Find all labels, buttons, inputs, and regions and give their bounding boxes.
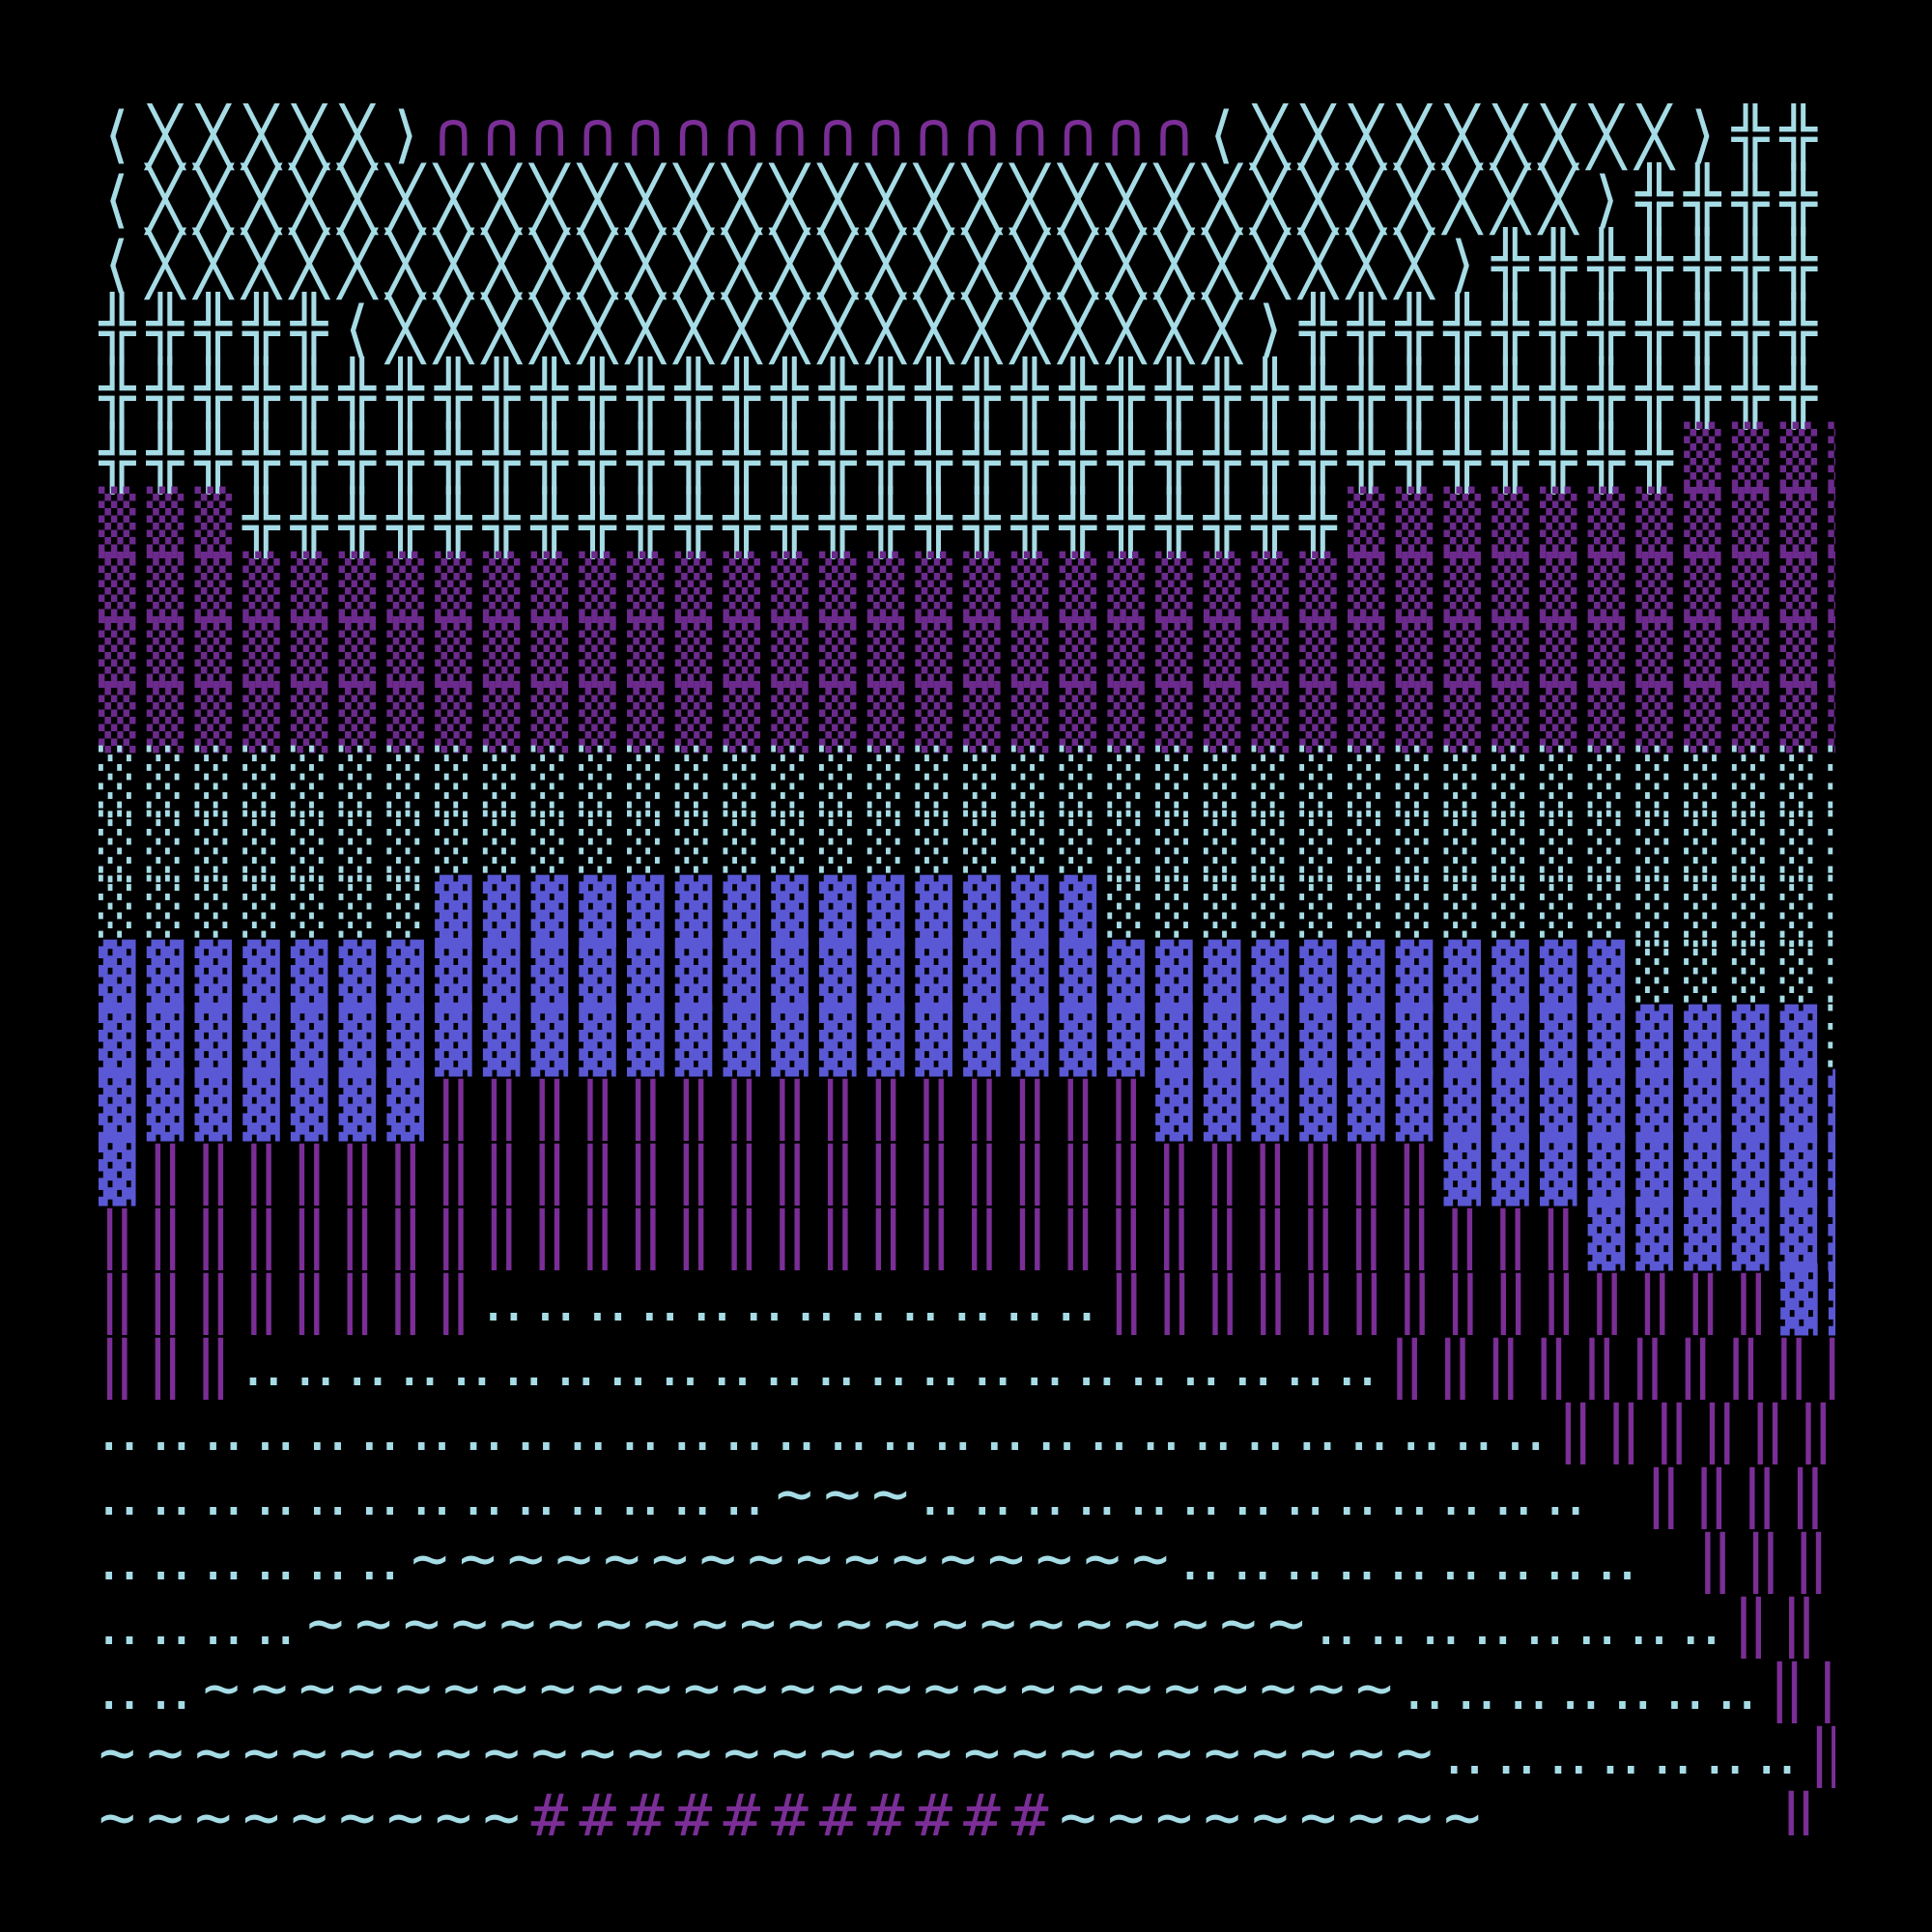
glyph-row: ░░░░░░░░░░░░░░░░░░░░░░░░░░░░░░░░░░░░░ [99, 751, 1835, 815]
glyph-run: ░░░░░░░░░░░░░░░░ [1107, 876, 1835, 948]
glyph-run: ‖ [1808, 1718, 1835, 1789]
glyph-row: ~~~~~~~~~###########~~~~~~~~~ ‖ [99, 1786, 1835, 1836]
glyph-run: ‥‥‥‥‥‥‥‥‥‥‥‥‥~~~‥‥‥‥‥‥‥‥‥‥‥‥‥ [99, 1459, 1645, 1530]
glyph-run: ~~~~~~~~~ [1059, 1782, 1780, 1836]
glyph-run: ╬╬╬╬╬⟨╳╳╳╳╳╳╳╳╳╳╳╳╳╳╳╳╳╳⟩╬╬╬╬╬╬╬╬╬╬╬: [99, 294, 1835, 365]
glyph-run: ‥‥‥‥‥‥‥‥‥‥‥‥ [482, 1264, 1108, 1336]
glyph-run: ‥‥‥‥‥‥‥‥‥‥‥‥‥‥‥‥‥‥‥‥‥‥‥‥‥‥‥‥ [99, 1394, 1557, 1465]
glyph-run: ‖‖‖‖‖‖‖‖‖‖‖‖‖‖‖‖‖‖‖‖‖‖‖‖‖‖‖ [146, 1135, 1444, 1207]
glyph-row: ▓‖‖‖‖‖‖‖‖‖‖‖‖‖‖‖‖‖‖‖‖‖‖‖‖‖‖‖▓▓▓▓▓▓▓▓▓ [99, 1139, 1835, 1204]
glyph-row: ⟨╳╳╳╳╳╳╳╳╳╳╳╳╳╳╳╳╳╳╳╳╳╳╳╳╳╳╳╳╳╳⟩╬╬╬╬: [99, 168, 1835, 233]
glyph-run: ▓ [99, 1135, 147, 1207]
glyph-run: ▓▓▓▓▓▓▓ [99, 1070, 436, 1142]
glyph-run: ⟨╳╳╳╳╳╳╳╳╳⟩╬╬: [1203, 103, 1835, 171]
glyph-run: ‖‖‖‖‖‖ [1644, 1459, 1835, 1530]
glyph-row: ‖‖‖‖‖‖‖‖‥‥‥‥‥‥‥‥‥‥‥‥‖‖‖‖‖‖‖‖‖‖‖‖‖‖▓▓▓ [99, 1268, 1835, 1333]
glyph-run: ▒▒▒▒▒▒▒▒▒▒▒▒▒▒▒▒▒▒▒▒▒▒▒▒▒▒▒▒▒▒▒▒▒▒▒▒▒ [99, 553, 1835, 624]
glyph-run: ‖‖‖ [99, 1329, 243, 1401]
glyph-run: ∩∩∩∩∩∩∩∩∩∩∩∩∩∩∩∩ [435, 103, 1204, 171]
glyph-row: ⟨╳╳╳╳╳╳╳╳╳╳╳╳╳╳╳╳╳╳╳╳╳╳╳╳╳╳╳⟩╬╬╬╬╬╬╬: [99, 233, 1835, 298]
glyph-run: ▓▓▓▓▓▓▓▓▓▓▓▓▓▓▓▓▓▓▓▓▓▓▓▓▓▓▓▓▓▓▓▓ [99, 941, 1636, 1012]
glyph-run: ‖‖‖‖‖‖‖‖‖‖‖‖‖‖‖‖‖‖‖‖‖‖‖‖‖‖‖‖‖‖‖ [99, 1200, 1588, 1271]
glyph-grid: ⟨╳╳╳╳╳⟩∩∩∩∩∩∩∩∩∩∩∩∩∩∩∩∩⟨╳╳╳╳╳╳╳╳╳⟩╬╬: ⟨╳╳… [99, 103, 1835, 1835]
glyph-run: ░░░░░░░ [99, 876, 436, 948]
glyph-row: ~~~~~~~~~~~~~~~~~~~~~~~~~~~~‥‥‥‥‥‥‥‖ [99, 1721, 1835, 1786]
glyph-run: ▓▓▓▓▓▓▓▓▓▓▓▓▓▓▓▓▓▓▓▓▓▓▓▓▓▓▓▓▓▓▓▓▓▓▓▓ [99, 1006, 1829, 1077]
glyph-run: ░░░░░░░░░░░░░░░░░░░░░░░░░░░░░░░░░░░░░ [99, 811, 1835, 883]
glyph-row: ▒▒▒╬╬╬╬╬╬╬╬╬╬╬╬╬╬╬╬╬╬╬╬╬╬╬▒▒▒▒▒▒▒▒▒▒▒ [99, 492, 1835, 556]
glyph-run: ▓▓▓ [1780, 1264, 1835, 1336]
glyph-run: ⟨╳╳╳╳╳╳╳╳╳╳╳╳╳╳╳╳╳╳╳╳╳╳╳╳╳╳╳⟩╬╬╬╬╬╬╬: [99, 229, 1835, 300]
glyph-row: ‥‥‥‥‥‥‥‥‥‥‥‥‥~~~‥‥‥‥‥‥‥‥‥‥‥‥‥ ‖‖‖‖‖‖ [99, 1463, 1835, 1527]
glyph-run: ‥‥‥‥‥‥~~~~~~~~~~~~~~~~‥‥‥‥‥‥‥‥‥ [99, 1523, 1697, 1595]
glyph-run: ‖‖‖‖‖‖‖‖‖‖‖‖‖‖‖ [435, 1070, 1156, 1142]
glyph-row: ⟨╳╳╳╳╳⟩∩∩∩∩∩∩∩∩∩∩∩∩∩∩∩∩⟨╳╳╳╳╳╳╳╳╳⟩╬╬: [99, 103, 1835, 168]
glyph-run: ‖‖‖‖‖‖‖‖‖‖ [1388, 1329, 1835, 1401]
glyph-row: ▓▓▓▓▓▓▓‖‖‖‖‖‖‖‖‖‖‖‖‖‖‖▓▓▓▓▓▓▓▓▓▓▓▓▓▓▓ [99, 1074, 1835, 1139]
glyph-run: ░░░░░░░░░░░░░░░░░░░░░░░░░░░░░░░░░░░░░ [99, 747, 1835, 818]
glyph-run: ╬╬╬╬╬╬╬╬╬╬╬╬╬╬╬╬╬╬╬╬╬╬╬ [242, 488, 1349, 559]
glyph-row: ‥‥‥‥‥‥~~~~~~~~~~~~~~~~‥‥‥‥‥‥‥‥‥ ‖‖‖‖ [99, 1527, 1835, 1592]
glyph-run: ‖ [1779, 1782, 1829, 1836]
glyph-run: ~~~~~~~~~ [99, 1782, 531, 1836]
glyph-run: ⟨╳╳╳╳╳⟩ [99, 103, 436, 171]
glyph-run: ▓▓▓▓▓▓▓▓▓▓▓▓▓▓▓ [1155, 1070, 1835, 1142]
glyph-run: ▓▓▓▓▓▓ [1587, 1200, 1835, 1271]
glyph-run: ‖‖‖‖‖‖‖‖ [99, 1264, 483, 1336]
glyph-row: ▒▒▒▒▒▒▒▒▒▒▒▒▒▒▒▒▒▒▒▒▒▒▒▒▒▒▒▒▒▒▒▒▒▒▒▒▒ [99, 556, 1835, 621]
glyph-row: ▒▒▒▒▒▒▒▒▒▒▒▒▒▒▒▒▒▒▒▒▒▒▒▒▒▒▒▒▒▒▒▒▒▒▒▒▒ [99, 621, 1835, 686]
glyph-row: ░░░░░░░▓▓▓▓▓▓▓▓▓▓▓▓▓▓░░░░░░░░░░░░░░░░ [99, 880, 1835, 945]
glyph-row: ▓▓▓▓▓▓▓▓▓▓▓▓▓▓▓▓▓▓▓▓▓▓▓▓▓▓▓▓▓▓▓▓▓▓▓▓░ [99, 1009, 1835, 1074]
glyph-row: ▒▒▒▒▒▒▒▒▒▒▒▒▒▒▒▒▒▒▒▒▒▒▒▒▒▒▒▒▒▒▒▒▒▒▒▒▒ [99, 686, 1835, 751]
glyph-run: ▓▓▓▓▓▓▓▓▓▓▓▓▓▓ [435, 876, 1108, 948]
glyph-row: ╬╬╬╬╬╬╬╬╬╬╬╬╬╬╬╬╬╬╬╬╬╬╬╬╬╬╬╬╬╬╬╬╬▒▒▒▒ [99, 427, 1835, 492]
glyph-row: ‥‥‥‥‥‥‥‥‥‥‥‥‥‥‥‥‥‥‥‥‥‥‥‥‥‥‥‥‖‖‖‖‖‖‖‖ [99, 1398, 1835, 1463]
glyph-run: ▒▒▒▒▒▒▒▒▒▒▒▒▒▒▒▒▒▒▒▒▒▒▒▒▒▒▒▒▒▒▒▒▒▒▒▒▒ [99, 617, 1835, 689]
glyph-run: ‖‖‖ [1732, 1588, 1835, 1660]
glyph-row: ╬╬╬╬╬⟨╳╳╳╳╳╳╳╳╳╳╳╳╳╳╳╳╳╳⟩╬╬╬╬╬╬╬╬╬╬╬: [99, 298, 1835, 362]
glyph-run: ‖‖‖‖‖‖‖‖ [1556, 1394, 1835, 1465]
glyph-row: ‖‖‖‥‥‥‥‥‥‥‥‥‥‥‥‥‥‥‥‥‥‥‥‥‥‖‖‖‖‖‖‖‖‖‖▓▓ [99, 1333, 1835, 1398]
glyph-run: ░ [1828, 1006, 1835, 1077]
glyph-run: ▒▒▒ [99, 488, 243, 559]
glyph-run: ▒▒▒▒ [1684, 423, 1835, 495]
glyph-row: ▓▓▓▓▓▓▓▓▓▓▓▓▓▓▓▓▓▓▓▓▓▓▓▓▓▓▓▓▓▓▓▓░░░░░ [99, 945, 1835, 1009]
glyph-run: ~~~~~~~~~~~~~~~~~~~~~~~~~~~~‥‥‥‥‥‥‥ [99, 1718, 1808, 1789]
glyph-run: ‖‖ [1768, 1653, 1835, 1724]
glyph-run: ░░░░░ [1635, 941, 1835, 1012]
glyph-run: ▒▒▒▒▒▒▒▒▒▒▒ [1348, 488, 1835, 559]
glyph-run: ‖‖‖‖ [1696, 1523, 1835, 1595]
glyph-row: ‖‖‖‖‖‖‖‖‖‖‖‖‖‖‖‖‖‖‖‖‖‖‖‖‖‖‖‖‖‖‖▓▓▓▓▓▓ [99, 1204, 1835, 1268]
glyph-run: ########### [530, 1782, 1060, 1836]
glyph-row: ‥‥~~~~~~~~~~~~~~~~~~~~~~~~~‥‥‥‥‥‥‥‖‖ [99, 1657, 1835, 1721]
glyph-run: ‥‥~~~~~~~~~~~~~~~~~~~~~~~~~‥‥‥‥‥‥‥ [99, 1653, 1769, 1724]
glyph-run: ‥‥‥‥‥‥‥‥‥‥‥‥‥‥‥‥‥‥‥‥‥‥ [242, 1329, 1389, 1401]
glyph-run: ⟨╳╳╳╳╳╳╳╳╳╳╳╳╳╳╳╳╳╳╳╳╳╳╳╳╳╳╳╳╳╳⟩╬╬╬╬: [99, 164, 1835, 236]
glyph-row: ‥‥‥‥~~~~~~~~~~~~~~~~~~~~~‥‥‥‥‥‥‥‥‖‖‖ [99, 1592, 1835, 1657]
glyph-run: ╬╬╬╬╬╬╬╬╬╬╬╬╬╬╬╬╬╬╬╬╬╬╬╬╬╬╬╬╬╬╬╬╬╬╬╬: [99, 358, 1835, 430]
glyph-run: ▓▓▓▓▓▓▓▓▓ [1443, 1135, 1835, 1207]
glyph-run: ‥‥‥‥~~~~~~~~~~~~~~~~~~~~~‥‥‥‥‥‥‥‥ [99, 1588, 1733, 1660]
glyph-run: ▒▒▒▒▒▒▒▒▒▒▒▒▒▒▒▒▒▒▒▒▒▒▒▒▒▒▒▒▒▒▒▒▒▒▒▒▒ [99, 682, 1835, 753]
glyph-row: ╬╬╬╬╬╬╬╬╬╬╬╬╬╬╬╬╬╬╬╬╬╬╬╬╬╬╬╬╬╬╬╬╬╬╬╬: [99, 362, 1835, 427]
glyph-run: ‖‖‖‖‖‖‖‖‖‖‖‖‖‖ [1107, 1264, 1781, 1336]
glyph-row: ░░░░░░░░░░░░░░░░░░░░░░░░░░░░░░░░░░░░░ [99, 815, 1835, 880]
glyph-run: ╬╬╬╬╬╬╬╬╬╬╬╬╬╬╬╬╬╬╬╬╬╬╬╬╬╬╬╬╬╬╬╬╬ [99, 423, 1685, 495]
